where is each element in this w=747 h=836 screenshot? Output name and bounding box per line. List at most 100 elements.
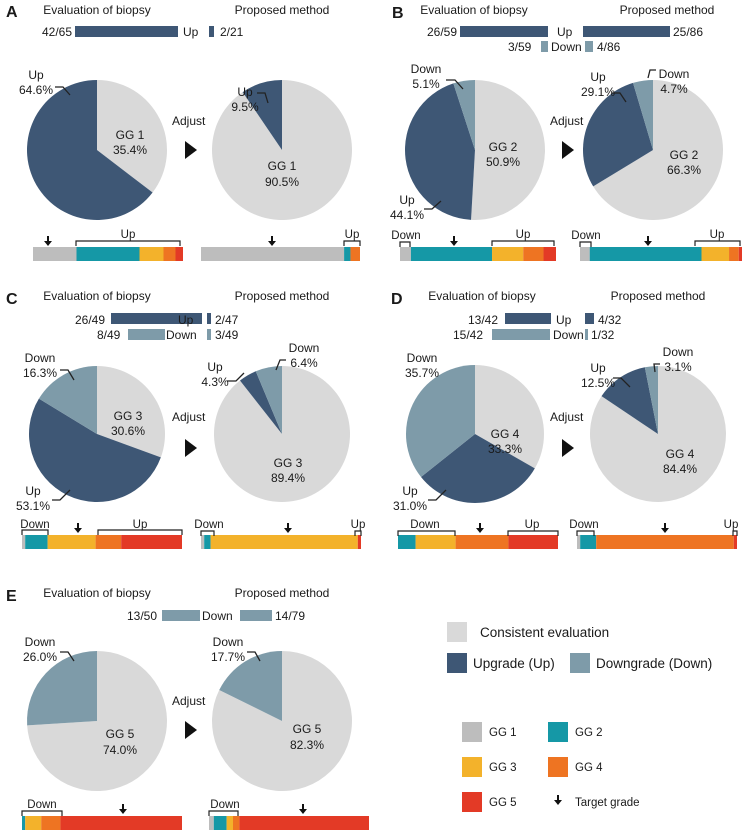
down-slice [38, 366, 97, 434]
target-grade-arrow [284, 523, 292, 533]
adjust-label: Adjust [172, 410, 206, 424]
range-bracket [732, 530, 738, 536]
down-slice [406, 364, 475, 477]
gg3-segment [226, 816, 233, 830]
biopsy-down-pct: 16.3% [23, 366, 57, 380]
legend-target-label: Target grade [575, 797, 640, 809]
target-grade-arrow [644, 236, 652, 246]
range-bracket [75, 240, 181, 246]
adjust-arrow [185, 439, 197, 457]
prop-title: Proposed method [620, 3, 715, 17]
biopsy-pie [27, 651, 168, 791]
legend-gg4-label: GG 4 [575, 762, 603, 774]
adjust-label: Adjust [172, 694, 206, 708]
down-count-biopsy: 8/49 [97, 328, 121, 342]
bar-down-label: Down [391, 230, 420, 242]
gg3-segment [492, 247, 524, 261]
target-grade-arrow [74, 523, 82, 533]
grade-distribution-bar [201, 247, 360, 261]
proposed-consistent-pct: 66.3% [667, 163, 701, 177]
legend-down-swatch [570, 653, 590, 673]
biopsy-pie [406, 364, 544, 503]
up-label: Up [556, 313, 572, 327]
down-bar-biopsy [128, 329, 165, 340]
gg2-segment [344, 247, 351, 261]
consistent-slice [475, 365, 544, 469]
eval-title: Evaluation of biopsy [43, 289, 150, 303]
bar-up-label: Up [351, 519, 366, 531]
grade-distribution-bar [209, 816, 369, 830]
prop-title: Proposed method [235, 586, 330, 600]
biopsy-down-label: Down [25, 351, 56, 365]
gg2-segment [589, 247, 702, 261]
proposed-up-pct: 9.5% [231, 100, 259, 114]
gg3-segment [701, 247, 730, 261]
legend-gg4-swatch [548, 757, 568, 777]
leader-line [275, 359, 286, 371]
down-label: Down [551, 40, 582, 54]
gg5-segment [508, 535, 558, 549]
legend-gg5-swatch [462, 792, 482, 812]
gg5-segment [121, 535, 182, 549]
bar-up-label: Up [133, 519, 148, 531]
proposed-consistent-pct: 82.3% [290, 738, 324, 752]
adjust-label: Adjust [550, 410, 584, 424]
gg2-segment [22, 816, 26, 830]
leader-line [428, 489, 447, 501]
proposed-up-pct: 29.1% [581, 85, 615, 99]
gg2-segment [204, 535, 211, 549]
up-count-biopsy: 13/42 [468, 313, 498, 327]
panel-c: C Evaluation of biopsy Proposed method 26/4… [6, 289, 365, 549]
leader-line [60, 651, 75, 662]
down-slice [633, 80, 653, 150]
gg1-segment [577, 535, 581, 549]
down-count-proposed: 3/49 [215, 328, 239, 342]
biopsy-consistent-pct: 74.0% [103, 743, 137, 757]
consistent-slice [593, 80, 723, 220]
proposed-down-label: Down [663, 345, 694, 359]
target-grade-arrow [119, 804, 127, 814]
down-count-biopsy: 15/42 [453, 328, 483, 342]
up-label: Up [183, 25, 199, 39]
up-count-biopsy: 42/65 [42, 25, 72, 39]
gg5-segment [239, 816, 369, 830]
up-slice [405, 83, 475, 220]
gg4-segment [163, 247, 176, 261]
proposed-up-label: Up [590, 70, 606, 84]
panel-b: B Evaluation of biopsy Proposed method 26/5… [390, 3, 742, 261]
legend-up-label: Upgrade (Up) [473, 656, 555, 671]
gg2-segment [76, 247, 140, 261]
bar-up-label: Up [345, 229, 360, 241]
down-slice [27, 651, 97, 726]
grade-distribution-bar [398, 535, 558, 549]
adjust-label: Adjust [172, 114, 206, 128]
biopsy-grade: GG 5 [106, 727, 135, 741]
adjust-arrow [562, 141, 574, 159]
grade-distribution-bar [22, 816, 182, 830]
down-label: Down [553, 328, 584, 342]
up-count-proposed: 2/21 [220, 25, 244, 39]
target-grade-arrow [661, 523, 669, 533]
up-slice [26, 80, 153, 220]
proposed-up-pct: 12.5% [581, 376, 615, 390]
up-bar-biopsy [111, 313, 202, 324]
down-bar-biopsy [541, 41, 548, 52]
down-bar-biopsy [492, 329, 550, 340]
panel-letter: D [391, 291, 403, 308]
proposed-grade: GG 5 [293, 722, 322, 736]
proposed-up-label: Up [207, 360, 223, 374]
prop-title: Proposed method [235, 289, 330, 303]
panel-e: E Evaluation of biopsy Proposed method 13/5… [6, 586, 369, 830]
gg4-segment [95, 535, 122, 549]
adjust-label: Adjust [550, 114, 584, 128]
range-bracket [397, 530, 456, 536]
bar-down-label: Down [210, 799, 239, 811]
proposed-grade: GG 2 [670, 148, 699, 162]
panel-letter: B [392, 5, 404, 22]
leader-line [227, 372, 245, 382]
down-slice [219, 651, 282, 721]
up-bar-proposed [583, 26, 670, 37]
grade-distribution-bar [580, 247, 742, 261]
down-label: Down [202, 609, 233, 623]
